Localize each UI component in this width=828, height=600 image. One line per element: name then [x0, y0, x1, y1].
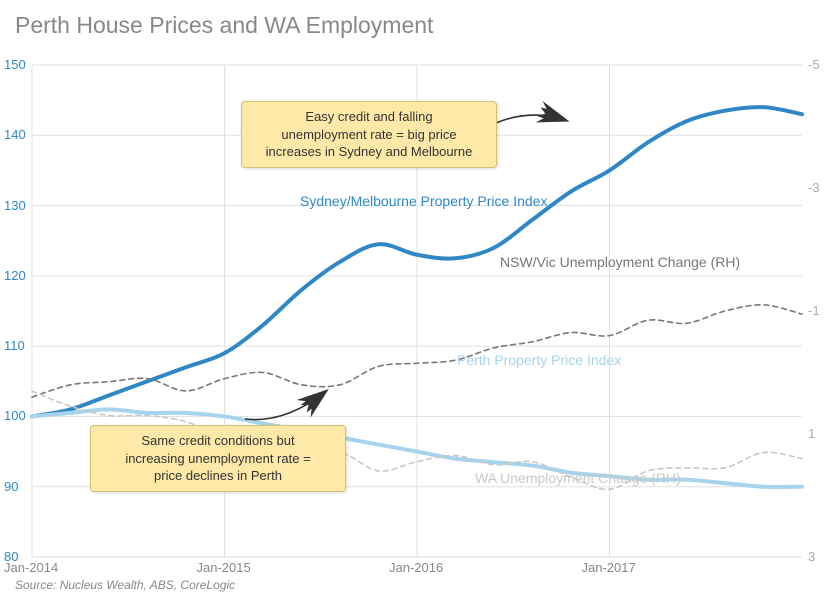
x-tick: Jan-2015	[197, 560, 251, 575]
y-right-tick: -3	[808, 180, 820, 195]
y-right-tick: -1	[808, 303, 820, 318]
annotation-note: Easy credit and fallingunemployment rate…	[241, 101, 497, 168]
series-label: Perth Property Price Index	[457, 352, 621, 368]
y-right-tick: 1	[808, 426, 815, 441]
source-citation: Source: Nucleus Wealth, ABS, CoreLogic	[15, 578, 235, 592]
x-tick: Jan-2017	[582, 560, 636, 575]
y-left-tick: 90	[4, 479, 18, 494]
series-label: NSW/Vic Unemployment Change (RH)	[500, 254, 740, 270]
chart-canvas	[0, 0, 828, 600]
y-left-tick: 130	[4, 198, 26, 213]
y-left-tick: 110	[4, 338, 25, 353]
y-left-tick: 140	[4, 127, 26, 142]
x-tick: Jan-2014	[4, 560, 58, 575]
annotation-note: Same credit conditions butincreasing une…	[90, 425, 346, 492]
x-tick: Jan-2016	[389, 560, 443, 575]
y-left-tick: 100	[4, 408, 26, 423]
y-left-tick: 150	[4, 57, 26, 72]
y-right-tick: -5	[808, 57, 820, 72]
series-label: WA Unemployment Change (RH)	[475, 470, 681, 486]
y-right-tick: 3	[808, 549, 815, 564]
series-label: Sydney/Melbourne Property Price Index	[300, 193, 547, 209]
y-left-tick: 120	[4, 268, 26, 283]
